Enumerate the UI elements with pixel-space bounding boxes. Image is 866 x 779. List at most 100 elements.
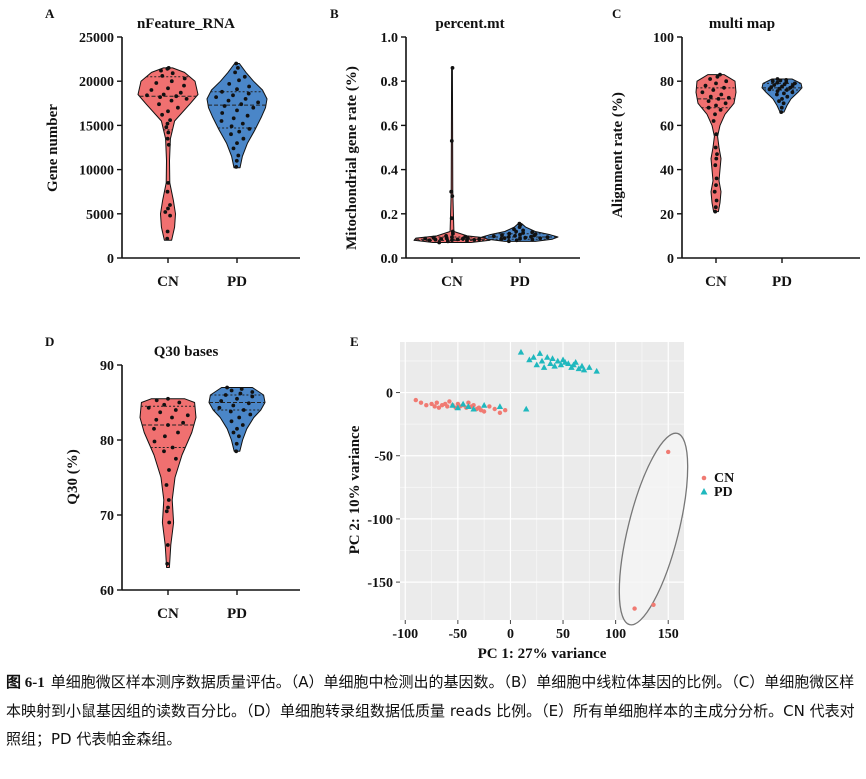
data-point (788, 85, 793, 90)
data-point (713, 209, 718, 214)
data-point (235, 108, 239, 113)
y-tick-label: 0.2 (381, 208, 399, 223)
data-point (164, 483, 169, 487)
cluster-ellipse (618, 432, 689, 626)
data-point (250, 394, 255, 399)
x-tick-label: CN (441, 274, 463, 290)
data-point (166, 130, 171, 135)
pca-point-PD (551, 362, 558, 369)
data-point (722, 85, 726, 90)
y-tick-label: 20000 (79, 75, 114, 90)
data-point (242, 74, 247, 79)
data-point (231, 146, 236, 151)
pca-point-PD (547, 360, 554, 367)
data-point (449, 139, 454, 143)
data-point (161, 92, 166, 97)
violin-CN (137, 67, 199, 241)
y-tick-label: 5000 (86, 208, 114, 223)
data-point (778, 78, 783, 83)
panel-D: D Q30 bases 60 70 80 90 Q30 (%) CN PD (45, 334, 300, 622)
data-point (517, 221, 522, 226)
data-point (154, 417, 159, 422)
pca-point-PD (565, 360, 572, 367)
data-point (166, 181, 171, 185)
data-point (178, 90, 183, 95)
data-point (170, 415, 174, 420)
data-point (521, 228, 525, 233)
data-point (228, 409, 233, 414)
pca-point-PD (530, 353, 537, 360)
data-point (450, 66, 455, 70)
data-point (533, 232, 538, 237)
data-point (182, 76, 187, 81)
data-point (165, 229, 170, 234)
data-point (714, 198, 719, 203)
data-point (176, 430, 180, 435)
y-tick-label: 80 (660, 75, 674, 90)
caption-label: 图 6-1 (6, 675, 45, 691)
pca-point-CN (632, 606, 637, 611)
data-point (170, 445, 175, 450)
data-point (444, 234, 448, 238)
pca-point-CN (413, 397, 418, 403)
y-tick-label: 90 (100, 359, 114, 374)
data-point (237, 415, 242, 420)
pca-point-CN (424, 403, 429, 408)
data-point (715, 74, 720, 79)
y-tick-label: -150 (367, 576, 393, 591)
pca-point-PD (523, 405, 530, 412)
data-point (507, 239, 511, 244)
data-point (714, 132, 719, 137)
y-tick-label: 60 (100, 584, 114, 599)
data-point (168, 203, 172, 207)
data-point (500, 233, 504, 237)
data-point (769, 85, 774, 90)
y-tick-label: 70 (100, 509, 114, 524)
data-point (162, 449, 166, 454)
data-point (463, 234, 468, 239)
data-point (160, 112, 165, 117)
y-tick-label: -50 (374, 450, 393, 465)
data-point (164, 509, 169, 514)
data-point (423, 236, 428, 241)
y-tick-label: 0 (386, 387, 393, 402)
data-point (785, 94, 790, 99)
x-tick-label: CN (157, 606, 179, 622)
data-point (158, 410, 163, 415)
data-point (713, 163, 718, 168)
chart-title: multi map (709, 16, 775, 32)
data-point (152, 439, 157, 444)
data-point (518, 236, 522, 241)
data-point (246, 91, 251, 96)
data-point (770, 79, 775, 84)
data-point (167, 468, 171, 472)
pca-point-CN (666, 449, 671, 455)
pca-point-PD (449, 401, 456, 408)
data-point (491, 234, 496, 239)
data-point (703, 83, 708, 88)
data-point (229, 124, 234, 129)
data-point (236, 66, 240, 70)
pca-point-PD (536, 350, 544, 356)
y-axis-label: Gene number (45, 104, 61, 192)
data-point (780, 84, 784, 89)
data-point (241, 136, 246, 141)
data-point (723, 101, 728, 106)
y-tick-label: 80 (100, 434, 114, 449)
data-point (176, 105, 180, 110)
pca-point-PD (578, 362, 586, 369)
data-point (714, 81, 718, 86)
data-point (545, 235, 550, 240)
pca-point-CN (434, 400, 439, 405)
panel-E: E -100 -50 0 50 100 150 -150 -100 -50 0 PC 1: 27% v… (347, 334, 734, 662)
data-point (726, 95, 731, 100)
data-point (166, 396, 170, 401)
data-point (226, 98, 231, 103)
panel-label-E: E (350, 334, 359, 349)
data-point (530, 230, 535, 235)
data-point (145, 93, 149, 98)
data-point (165, 189, 170, 194)
data-point (229, 388, 234, 393)
